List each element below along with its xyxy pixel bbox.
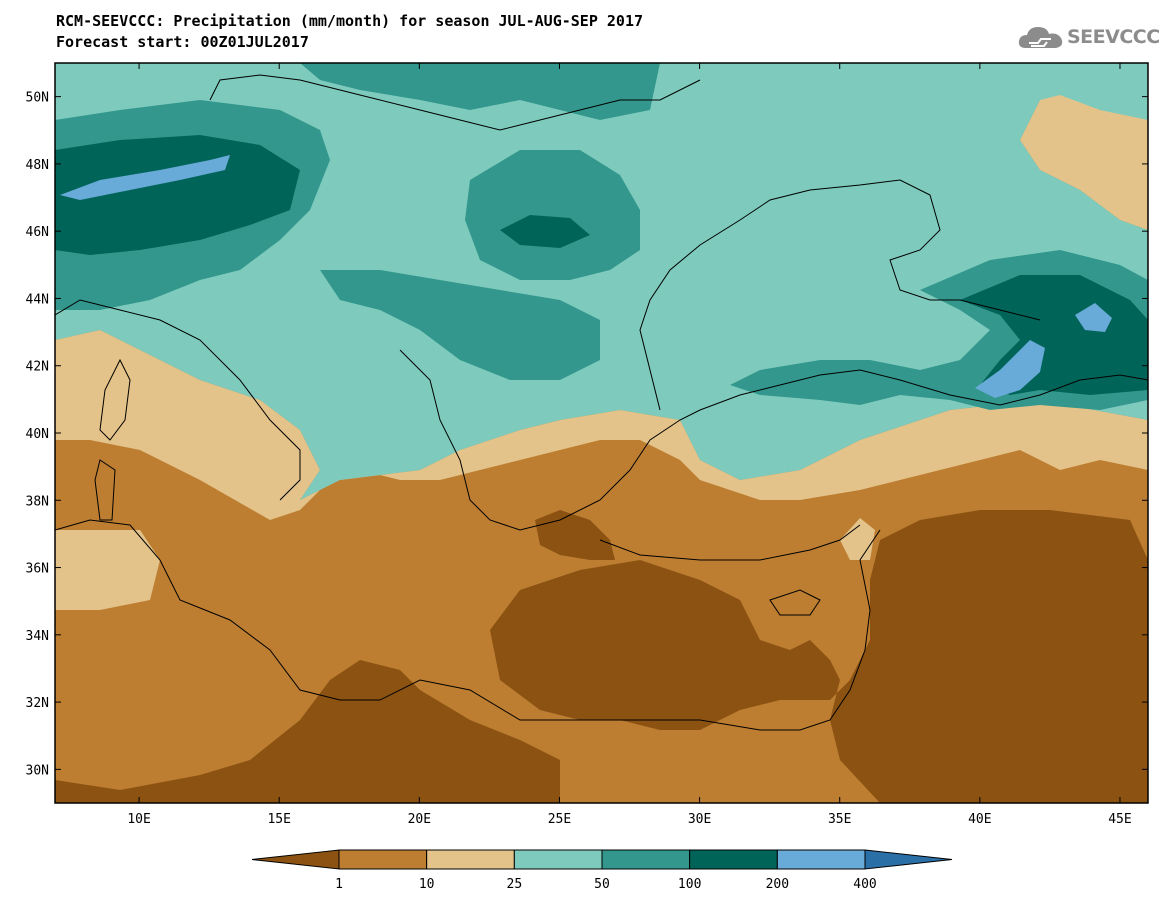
lat-tick-label: 32N (26, 696, 49, 711)
forecast-start-label: Forecast start: 00Z01JUL2017 (56, 33, 309, 51)
latitude-axis: 30N 32N 34N 36N 38N 40N 42N 44N 46N 48N 50N (26, 91, 1148, 778)
logo-text: SEEVCCC (1067, 26, 1160, 48)
colorbar-min-extension (251, 849, 340, 870)
colorbar-max-extension (864, 849, 953, 870)
lat-tick-label: 44N (26, 292, 49, 307)
lon-tick-label: 15E (267, 812, 290, 827)
heavy-precip-spot-caucasus-west (1075, 303, 1112, 332)
lat-tick-label: 46N (26, 225, 49, 240)
coastlines-borders (55, 74, 1148, 731)
colorbar-swatch (513, 849, 603, 870)
colorbar-label: 200 (766, 877, 789, 892)
lat-tick-label: 48N (26, 158, 49, 173)
longitude-axis: 10E 15E 20E 25E 30E 35E 40E 45E (127, 63, 1132, 827)
colorbar-swatch (601, 849, 691, 870)
colorbar-swatch (689, 849, 778, 870)
colorbar-label: 50 (594, 877, 610, 892)
very-wet-region-carpathians (500, 215, 590, 248)
very-wet-region-alps (55, 135, 300, 255)
heavy-precip-spot-caucasus-east (975, 340, 1045, 398)
wet-region-balkans (320, 270, 600, 380)
heavy-precip-spot-alps (60, 155, 230, 200)
lon-tick-label: 30E (688, 812, 711, 827)
lon-tick-label: 20E (408, 812, 431, 827)
colorbar-label: 25 (507, 877, 523, 892)
lon-tick-label: 40E (968, 812, 991, 827)
very-dry-region-libya (55, 660, 560, 803)
colorbar-label: 100 (678, 877, 701, 892)
lat-tick-label: 36N (26, 562, 49, 577)
very-dry-region-egypt-levant (490, 510, 1148, 803)
seevccc-logo: SEEVCCC (1017, 22, 1160, 52)
wet-region-carpathians (465, 150, 640, 280)
lon-tick-label: 25E (548, 812, 571, 827)
colorbar-label: 10 (419, 877, 435, 892)
lat-tick-label: 50N (26, 91, 49, 106)
lat-tick-label: 42N (26, 360, 49, 375)
lon-tick-label: 10E (127, 812, 150, 827)
lon-tick-label: 45E (1108, 812, 1131, 827)
cloud-icon (1018, 27, 1063, 48)
map-title: RCM-SEEVCCC: Precipitation (mm/month) fo… (56, 12, 643, 30)
colorbar: 1 10 25 50 100 200 400 (251, 849, 953, 892)
precipitation-field (55, 63, 1148, 803)
lat-tick-label: 38N (26, 494, 49, 509)
colorbar-swatch (338, 849, 428, 870)
lon-tick-label: 35E (828, 812, 851, 827)
colorbar-swatch (776, 849, 866, 870)
moderate-region-levant-coast (840, 518, 875, 560)
colorbar-label: 1 (335, 877, 343, 892)
wet-region-north-band (300, 63, 660, 120)
lat-tick-label: 30N (26, 763, 49, 778)
lat-tick-label: 34N (26, 629, 49, 644)
colorbar-label: 400 (853, 877, 876, 892)
colorbar-swatch (426, 849, 515, 870)
lat-tick-label: 40N (26, 427, 49, 442)
very-dry-region-aegean (535, 510, 615, 560)
moderate-band-tunisia (55, 530, 160, 610)
moderate-band-central (55, 330, 1148, 520)
